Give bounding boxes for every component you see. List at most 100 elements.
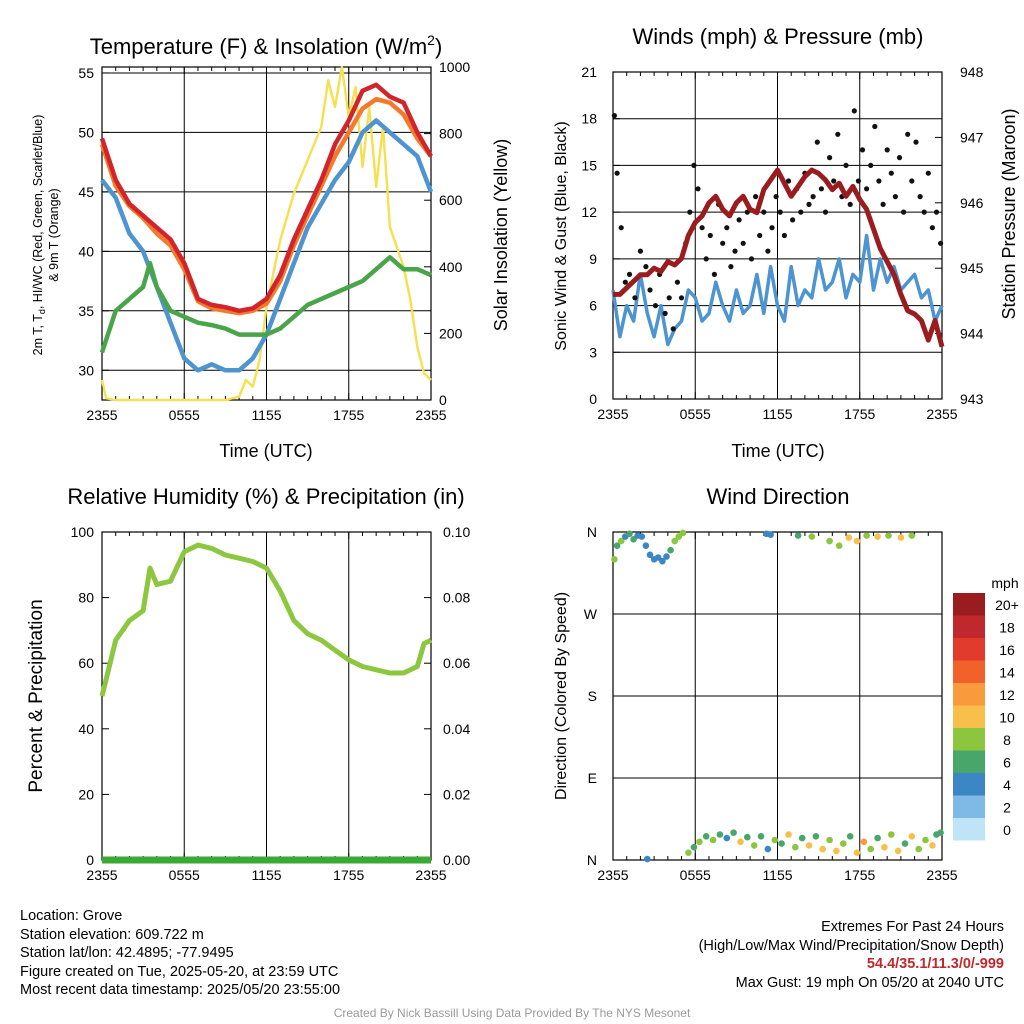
direction-point [764, 845, 772, 853]
direction-tick-label: N [587, 524, 597, 540]
y-tick-label-left: 21 [581, 64, 597, 80]
direction-point [723, 834, 731, 842]
direction-point [617, 537, 625, 545]
colorbar-swatch [953, 660, 985, 683]
x-tick-label: 1755 [844, 867, 875, 883]
direction-point [646, 551, 654, 559]
station-info: Location: Grove Station elevation: 609.7… [20, 907, 340, 1000]
gust-point [757, 232, 763, 239]
x-tick-label: 1155 [251, 867, 281, 883]
direction-point [663, 553, 670, 560]
direction-point [840, 840, 847, 847]
gust-point [892, 194, 899, 200]
direction-point [696, 838, 703, 846]
chart-title: Winds (mph) & Pressure (mb) [633, 24, 924, 49]
y-tick-label-right: 1000 [439, 59, 470, 75]
x-tick-label: 0555 [169, 407, 200, 423]
y-tick-label-right: 0.06 [443, 655, 470, 671]
credit-line: Created By Nick Bassill Using Data Provi… [333, 1006, 691, 1020]
gust-point [626, 271, 633, 277]
station-location: Location: Grove [20, 908, 123, 924]
gust-point [637, 248, 644, 254]
direction-point [613, 542, 621, 549]
direction-point [819, 845, 826, 853]
y-axis-label-left: Direction (Colored By Speed) [553, 592, 570, 800]
y-tick-label-left: 20 [78, 786, 94, 802]
station-elevation: Station elevation: 609.722 m [20, 926, 204, 943]
direction-point [737, 838, 744, 846]
gust-point [888, 170, 894, 176]
gust-point [703, 256, 709, 262]
series-line-hi-wc [100, 118, 434, 373]
gust-point [695, 186, 701, 192]
y-tick-label-left: 55 [78, 65, 94, 81]
figure-created: Figure created on Tue, 2025-05-20, at 23… [20, 963, 339, 980]
gust-point [622, 279, 628, 285]
direction-tick-label: E [588, 770, 597, 786]
direction-point [659, 557, 666, 565]
gust-point [913, 139, 919, 145]
direction-point [702, 833, 710, 840]
direction-point [833, 847, 840, 855]
colorbar-swatch [953, 705, 985, 728]
chart-title: Relative Humidity (%) & Precipitation (i… [67, 484, 464, 509]
series-line-2m-t [99, 82, 433, 314]
colorbar-label: 6 [1003, 755, 1011, 771]
y-tick-label-left: 100 [71, 524, 95, 540]
colorbar-label: 16 [999, 642, 1015, 658]
gust-point [835, 131, 841, 137]
gust-point [933, 209, 940, 215]
colorbar-label: 18 [999, 620, 1015, 636]
extremes-title: Extremes For Past 24 Hours [821, 919, 1004, 935]
gust-point [711, 271, 718, 277]
gust-point [921, 209, 927, 215]
gust-point [670, 326, 676, 332]
direction-point [881, 843, 888, 851]
gust-point [643, 264, 649, 270]
gust-point [925, 170, 931, 176]
colorbar-label: 2 [1003, 800, 1011, 816]
direction-point [915, 845, 922, 853]
direction-point [671, 537, 678, 545]
gust-point [678, 295, 685, 301]
direction-point [798, 834, 806, 842]
y-axis-label-right: Station Pressure (Maroon) [999, 108, 1019, 319]
max-gust: Max Gust: 19 mph On 05/20 at 2040 UTC [735, 974, 1004, 991]
gust-point [876, 178, 882, 184]
gust-point [773, 194, 779, 200]
x-tick-label: 2355 [415, 407, 446, 423]
direction-tick-label: S [588, 688, 597, 704]
gust-point [666, 295, 672, 301]
y-tick-label-left: 50 [78, 124, 94, 140]
direction-point [812, 833, 820, 840]
colorbar-label: 8 [1003, 732, 1011, 748]
direction-tick-label: N [587, 852, 597, 868]
colorbar-swatch [953, 773, 985, 796]
y-tick-label-left: 40 [78, 243, 94, 259]
x-axis-label: Time (UTC) [731, 441, 824, 461]
direction-tick-label: W [584, 606, 598, 622]
gust-point [691, 162, 697, 168]
y-tick-label-right: 947 [960, 129, 984, 145]
y-tick-label-left: 40 [78, 721, 94, 737]
x-tick-label: 2355 [926, 867, 957, 883]
gust-point [614, 170, 620, 176]
y-tick-label-left: 0 [589, 391, 597, 407]
gust-point [748, 256, 755, 262]
gust-point [736, 217, 742, 223]
gust-point [632, 295, 638, 301]
direction-point [826, 537, 833, 545]
y-tick-label-right: 400 [439, 259, 463, 275]
direction-point [826, 836, 833, 844]
gust-point [884, 147, 890, 153]
colorbar-swatch [953, 593, 985, 616]
gust-point [810, 194, 816, 200]
gust-point [831, 178, 837, 184]
gust-point [855, 178, 862, 184]
gust-point [822, 209, 829, 215]
direction-point [901, 840, 909, 847]
direction-point [937, 829, 944, 836]
gust-point [732, 248, 738, 254]
series-line-solar-insolation [100, 65, 432, 402]
